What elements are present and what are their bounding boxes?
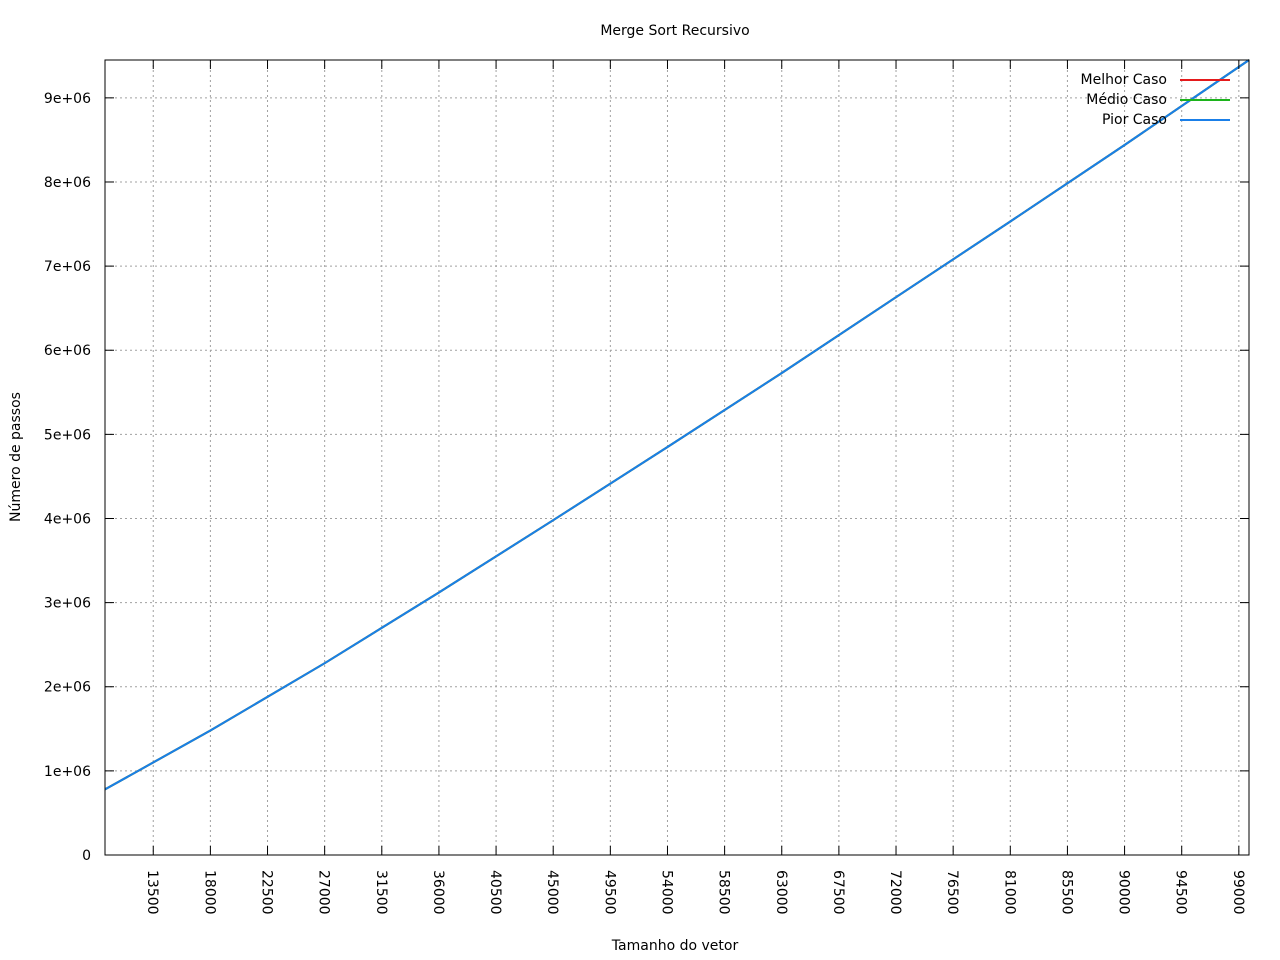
x-tick-label: 49500 [601, 870, 617, 915]
x-tick-label: 40500 [487, 870, 503, 915]
series-lines [104, 59, 1250, 791]
x-tick-label: 94500 [1173, 870, 1189, 915]
y-tick-label: 9e+06 [44, 91, 91, 107]
y-tick-label: 6e+06 [44, 343, 91, 359]
legend: Melhor Caso Médio Caso Pior Caso [1081, 72, 1230, 128]
y-tick-label: 0 [82, 848, 91, 864]
y-tick-label: 2e+06 [44, 680, 91, 696]
legend-label: Médio Caso [1086, 92, 1167, 108]
x-tick-label: 58500 [716, 870, 732, 915]
x-tick-label: 85500 [1058, 870, 1074, 915]
legend-label: Pior Caso [1102, 112, 1167, 128]
y-axis-tick-labels: 0 1e+06 2e+06 3e+06 4e+06 5e+06 6e+06 7e+06 8e+0… [44, 91, 91, 864]
x-tick-label: 13500 [144, 870, 160, 915]
legend-label: Melhor Caso [1081, 72, 1167, 88]
x-tick-label: 99000 [1230, 870, 1246, 915]
x-tick-label: 54000 [658, 870, 674, 915]
y-axis-label: Número de passos [8, 392, 24, 522]
y-tick-label: 7e+06 [44, 259, 91, 275]
y-tick-label: 3e+06 [44, 596, 91, 612]
x-tick-label: 63000 [773, 870, 789, 915]
x-tick-label: 81000 [1001, 870, 1017, 915]
x-tick-label: 18000 [201, 870, 217, 915]
y-tick-label: 8e+06 [44, 175, 91, 191]
x-tick-label: 72000 [887, 870, 903, 915]
x-tick-label: 36000 [430, 870, 446, 915]
x-tick-label: 27000 [316, 870, 332, 915]
y-tick-label: 5e+06 [44, 427, 91, 443]
y-tick-label: 1e+06 [44, 764, 91, 780]
chart-title: Merge Sort Recursivo [600, 23, 749, 39]
x-axis-tick-labels: 13500 18000 22500 27000 31500 36000 40500 45000… [144, 870, 1246, 915]
y-tick-label: 4e+06 [44, 511, 91, 527]
series-line [104, 59, 1250, 791]
series-line [104, 59, 1250, 791]
x-tick-label: 31500 [373, 870, 389, 915]
x-tick-label: 22500 [259, 870, 275, 915]
grid-lines [105, 60, 1249, 855]
x-tick-label: 67500 [830, 870, 846, 915]
x-tick-label: 76500 [944, 870, 960, 915]
x-tick-label: 90000 [1116, 870, 1132, 915]
x-tick-label: 45000 [544, 870, 560, 915]
plot-frame [104, 59, 1250, 856]
x-axis-label: Tamanho do vetor [611, 938, 739, 954]
axis-ticks [105, 60, 1249, 856]
series-line [104, 59, 1250, 791]
